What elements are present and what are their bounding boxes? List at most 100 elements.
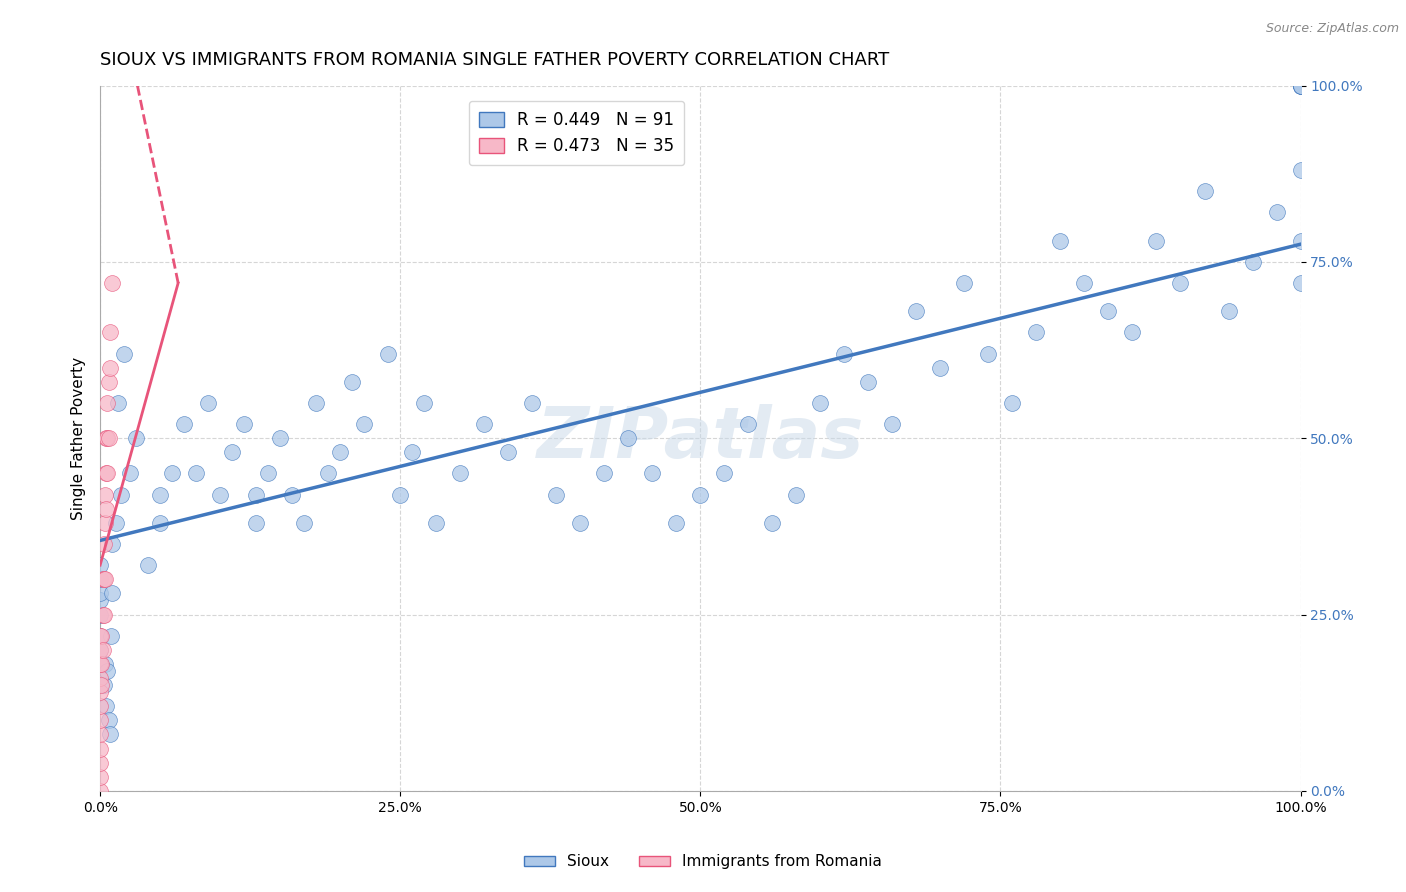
Point: [209, 487, 232, 501]
Point: [245, 487, 267, 501]
Point: [96, 431, 118, 445]
Point: [221, 445, 243, 459]
Point: [89, 607, 111, 622]
Legend: R = 0.449   N = 91, R = 0.473   N = 35: R = 0.449 N = 91, R = 0.473 N = 35: [468, 101, 685, 165]
Point: [233, 417, 256, 431]
Point: [413, 396, 436, 410]
Point: [89, 671, 111, 685]
Point: [90, 657, 112, 671]
Point: [593, 467, 616, 481]
Point: [316, 467, 339, 481]
Point: [110, 487, 132, 501]
Point: [1073, 276, 1095, 290]
Point: [281, 487, 304, 501]
Point: [89, 586, 111, 600]
Point: [89, 642, 111, 657]
Point: [101, 537, 124, 551]
Point: [89, 770, 111, 784]
Point: [641, 467, 664, 481]
Point: [120, 467, 142, 481]
Point: [93, 607, 115, 622]
Point: [98, 360, 121, 375]
Point: [665, 516, 688, 530]
Point: [1121, 326, 1143, 340]
Point: [1146, 234, 1168, 248]
Point: [953, 276, 976, 290]
Point: [905, 304, 928, 318]
Point: [94, 487, 117, 501]
Text: ZIPatlas: ZIPatlas: [537, 404, 865, 473]
Point: [97, 714, 120, 728]
Point: [689, 487, 711, 501]
Point: [94, 501, 117, 516]
Point: [89, 699, 111, 714]
Point: [858, 375, 880, 389]
Point: [1289, 234, 1312, 248]
Point: [91, 607, 114, 622]
Point: [546, 487, 568, 501]
Point: [1289, 78, 1312, 93]
Point: [737, 417, 759, 431]
Point: [98, 326, 121, 340]
Point: [401, 445, 423, 459]
Point: [100, 629, 122, 643]
Text: SIOUX VS IMMIGRANTS FROM ROMANIA SINGLE FATHER POVERTY CORRELATION CHART: SIOUX VS IMMIGRANTS FROM ROMANIA SINGLE …: [100, 51, 890, 69]
Point: [89, 784, 111, 798]
Point: [1289, 163, 1312, 178]
Point: [713, 467, 735, 481]
Point: [90, 629, 112, 643]
Point: [89, 741, 111, 756]
Point: [94, 431, 117, 445]
Point: [1289, 78, 1312, 93]
Point: [104, 516, 127, 530]
Point: [353, 417, 375, 431]
Point: [93, 537, 115, 551]
Point: [91, 572, 114, 586]
Point: [89, 685, 111, 699]
Point: [94, 467, 117, 481]
Point: [94, 572, 117, 586]
Point: [96, 396, 118, 410]
Point: [292, 516, 315, 530]
Y-axis label: Single Father Poverty: Single Father Poverty: [72, 357, 86, 520]
Point: [101, 586, 124, 600]
Point: [89, 558, 111, 573]
Point: [90, 678, 112, 692]
Point: [97, 375, 120, 389]
Text: Source: ZipAtlas.com: Source: ZipAtlas.com: [1265, 22, 1399, 36]
Point: [785, 487, 807, 501]
Point: [197, 396, 219, 410]
Point: [1265, 205, 1288, 219]
Point: [89, 756, 111, 770]
Point: [329, 445, 352, 459]
Point: [1170, 276, 1192, 290]
Point: [617, 431, 640, 445]
Point: [186, 467, 208, 481]
Point: [1049, 234, 1071, 248]
Point: [1289, 78, 1312, 93]
Point: [472, 417, 495, 431]
Point: [97, 431, 120, 445]
Point: [101, 276, 124, 290]
Point: [761, 516, 783, 530]
Point: [305, 396, 328, 410]
Point: [377, 346, 399, 360]
Point: [93, 678, 115, 692]
Point: [1289, 276, 1312, 290]
Point: [389, 487, 412, 501]
Point: [149, 487, 172, 501]
Point: [94, 657, 117, 671]
Point: [94, 699, 117, 714]
Point: [173, 417, 195, 431]
Point: [1194, 184, 1216, 198]
Point: [89, 714, 111, 728]
Point: [89, 593, 111, 607]
Point: [1025, 326, 1047, 340]
Point: [1289, 78, 1312, 93]
Legend: Sioux, Immigrants from Romania: Sioux, Immigrants from Romania: [517, 848, 889, 875]
Point: [136, 558, 159, 573]
Point: [929, 360, 952, 375]
Point: [569, 516, 592, 530]
Point: [269, 431, 291, 445]
Point: [425, 516, 447, 530]
